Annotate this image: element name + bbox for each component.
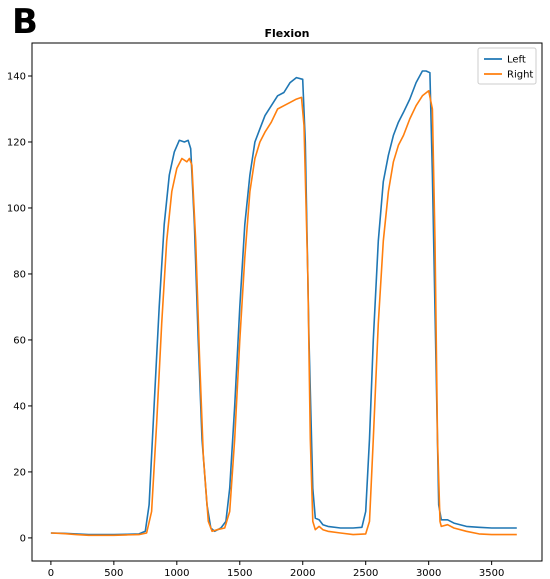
legend-label-left: Left — [507, 55, 526, 66]
y-tick-label: 60 — [13, 335, 26, 346]
legend: Left Right — [477, 47, 537, 85]
legend-items: Left Right — [484, 55, 533, 81]
y-tick-label: 140 — [7, 71, 26, 82]
y-axis: 0 20 40 60 80 100 120 140 — [7, 71, 32, 544]
y-tick-label: 80 — [13, 269, 26, 280]
y-tick-label: 0 — [20, 533, 26, 544]
x-tick-label: 1500 — [227, 568, 252, 579]
plot-frame — [31, 42, 543, 562]
chart-title: Flexion — [265, 27, 310, 40]
legend-label-right: Right — [507, 70, 533, 81]
x-tick-label: 3500 — [479, 568, 504, 579]
y-tick-label: 100 — [7, 203, 26, 214]
y-tick-label: 20 — [13, 467, 26, 478]
legend-box — [477, 47, 537, 85]
y-tick-label: 40 — [13, 401, 26, 412]
x-tick-label: 2000 — [290, 568, 315, 579]
panel-letter: B — [12, 2, 38, 42]
x-axis: 0 500 1000 1500 2000 2500 3000 3500 — [48, 561, 504, 579]
x-tick-label: 2500 — [353, 568, 378, 579]
y-tick-label: 120 — [7, 137, 26, 148]
series-layer — [50, 70, 517, 537]
series-line-right — [50, 90, 517, 537]
x-tick-label: 0 — [48, 568, 54, 579]
x-tick-label: 3000 — [416, 568, 441, 579]
x-tick-label: 1000 — [164, 568, 189, 579]
x-tick-label: 500 — [104, 568, 123, 579]
series-line-left — [50, 70, 517, 536]
